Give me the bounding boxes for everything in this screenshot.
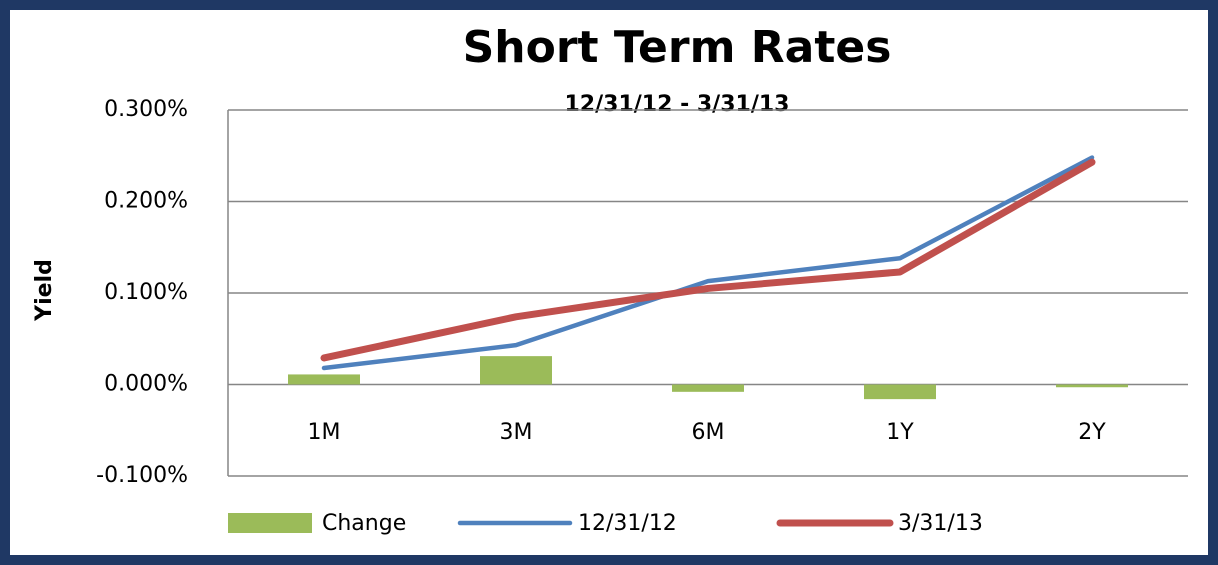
legend-swatch: [228, 513, 312, 533]
legend-label: 12/31/12: [578, 511, 677, 536]
legend-label: Change: [322, 511, 406, 536]
x-tick-label: 1M: [308, 420, 341, 445]
line: [321, 155, 1095, 371]
y-axis-label: Yield: [32, 259, 57, 322]
legend-label: 3/31/13: [898, 511, 983, 536]
bar: [864, 384, 936, 400]
x-tick-label: 6M: [692, 420, 725, 445]
x-tick-label: 3M: [500, 420, 533, 445]
bar: [1056, 384, 1128, 388]
chart-title: Short Term Rates: [463, 22, 892, 73]
bar: [672, 384, 744, 392]
line: [320, 158, 1096, 362]
y-tick-label: -0.100%: [96, 463, 188, 488]
y-tick-label: 0.000%: [104, 372, 188, 397]
x-tick-label: 1Y: [886, 420, 914, 445]
chart-subtitle: 12/31/12 - 3/31/13: [565, 92, 790, 117]
y-tick-label: 0.300%: [104, 97, 188, 122]
y-tick-label: 0.100%: [104, 280, 188, 305]
bar: [288, 374, 360, 385]
y-tick-label: 0.200%: [104, 189, 188, 214]
x-tick-label: 2Y: [1078, 420, 1106, 445]
bar: [480, 356, 552, 385]
